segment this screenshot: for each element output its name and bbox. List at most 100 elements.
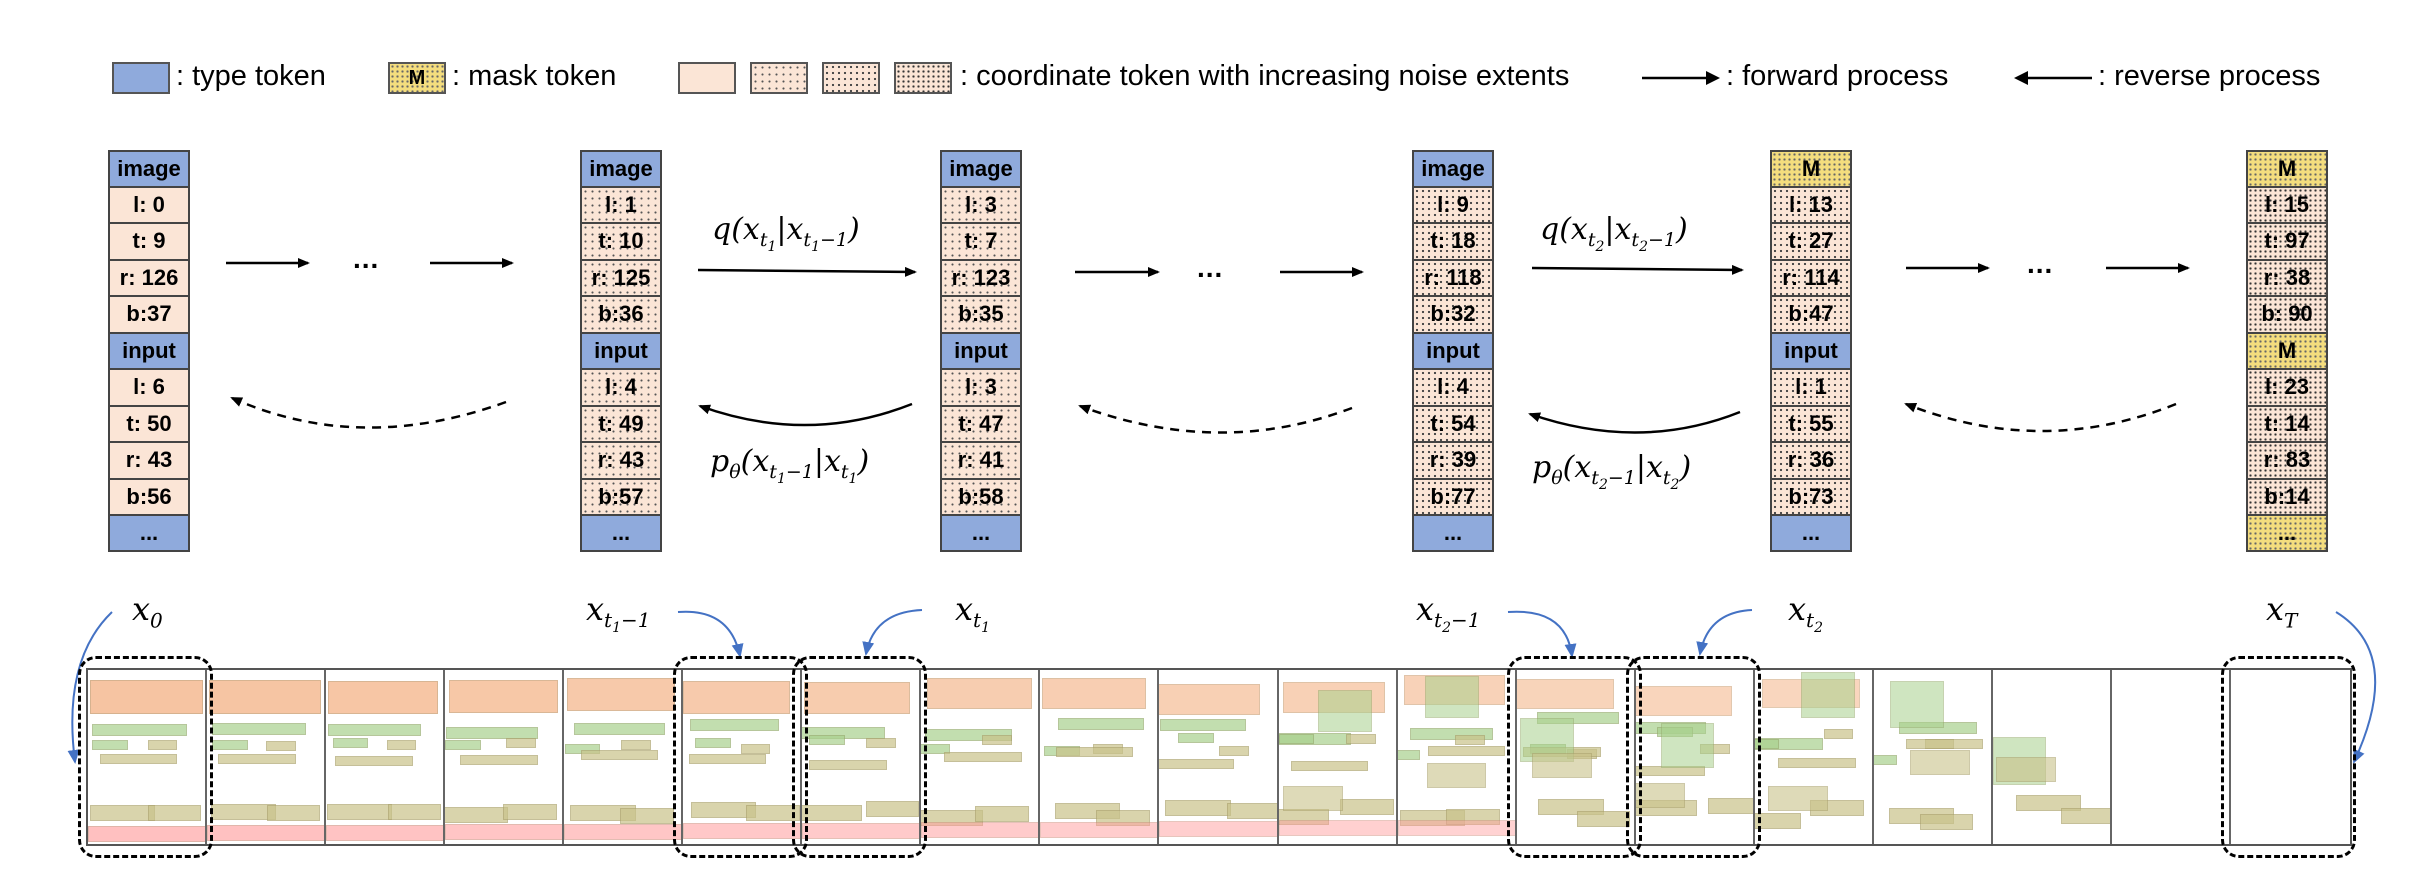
coordinate-token: b:36 <box>580 296 662 333</box>
coordinate-token: b:32 <box>1412 296 1494 333</box>
coordinate-token: b:57 <box>580 478 662 515</box>
layout-box <box>326 824 444 841</box>
layout-box <box>802 822 920 839</box>
layout-box <box>506 737 537 748</box>
layout-box <box>1516 679 1615 710</box>
coordinate-token: l: 3 <box>940 369 1022 406</box>
layout-box <box>944 751 1022 762</box>
layout-box <box>975 805 1029 822</box>
type-token: input <box>1412 332 1494 369</box>
coordinate-token: l: 0 <box>108 186 190 223</box>
layout-box <box>921 822 1039 839</box>
mask-token: M <box>2246 332 2328 369</box>
layout-box <box>1446 809 1500 826</box>
coordinate-token: t: 18 <box>1412 223 1494 260</box>
layout-box <box>1426 762 1487 788</box>
layout-box <box>1660 723 1715 768</box>
layout-box <box>92 724 188 736</box>
legend-coord-swatch-2 <box>822 62 880 94</box>
layout-box <box>809 759 887 770</box>
layout-box <box>1397 819 1515 836</box>
layout-box <box>2060 808 2110 825</box>
coordinate-token: l: 1 <box>580 186 662 223</box>
legend-type-label: : type token <box>176 60 326 92</box>
layout-box <box>446 726 539 739</box>
coordinate-token: b:77 <box>1412 478 1494 515</box>
coordinate-token: t: 50 <box>108 405 190 442</box>
layout-box <box>212 740 248 751</box>
ellipsis-forward-2: ... <box>1197 252 1224 283</box>
layout-box <box>100 754 178 764</box>
layout-box <box>445 824 563 841</box>
blue-link-arrow <box>1507 610 1577 658</box>
coordinate-token: r: 38 <box>2246 259 2328 296</box>
layout-box <box>460 754 538 765</box>
label-xt1: xt1 <box>955 590 991 637</box>
coordinate-token: r: 126 <box>108 259 190 296</box>
legend-reverse-label: : reverse process <box>2098 60 2321 92</box>
layout-box <box>1873 754 1898 765</box>
layout-box <box>1041 677 1146 709</box>
layout-frame <box>326 670 446 844</box>
token-stack-xt1-minus-1: image l: 1 t: 10 r: 125 b:36 input l: 4 t: 49 r:… <box>580 150 662 552</box>
coordinate-token: t: 54 <box>1412 405 1494 442</box>
layout-box <box>1160 718 1246 731</box>
layout-box <box>1159 821 1277 837</box>
coordinate-token: r: 123 <box>940 259 1022 296</box>
coordinate-token: b:37 <box>108 296 190 333</box>
ellipsis-token: ... <box>108 515 190 552</box>
layout-box <box>1040 821 1158 838</box>
coordinate-token: l: 1 <box>1770 369 1852 406</box>
coordinate-token: t: 97 <box>2246 223 2328 260</box>
equation-q2: q(xt2|xt2−1) <box>1540 212 1688 255</box>
layout-box <box>566 678 676 711</box>
coordinate-token: l: 4 <box>580 369 662 406</box>
layout-box <box>564 823 682 840</box>
coordinate-token: r: 36 <box>1770 442 1852 479</box>
layout-frame <box>683 670 803 844</box>
highlight-dashed-box <box>2220 656 2356 858</box>
layout-box <box>2015 794 2082 811</box>
layout-box <box>1823 728 1854 739</box>
layout-box <box>445 740 481 751</box>
layout-frame <box>1040 670 1160 844</box>
layout-frame <box>445 670 565 844</box>
layout-box <box>804 682 911 715</box>
layout-box <box>683 681 791 714</box>
layout-box <box>1754 813 1801 830</box>
layout-box <box>1278 820 1396 837</box>
blue-link-arrow <box>1696 609 1753 656</box>
layout-box <box>1889 680 1944 728</box>
ellipsis-forward-1: ... <box>353 243 380 274</box>
layout-box <box>621 740 651 751</box>
label-xt1-minus-1: xt1−1 <box>586 590 651 637</box>
layout-box <box>92 740 128 750</box>
layout-box <box>212 723 307 735</box>
coordinate-token: t: 49 <box>580 405 662 442</box>
coordinate-token: b:35 <box>940 296 1022 333</box>
coordinate-token: t: 55 <box>1770 405 1852 442</box>
layout-frame <box>1159 670 1279 844</box>
blue-link-arrow <box>862 609 923 656</box>
type-token: image <box>580 150 662 187</box>
layout-box <box>1159 683 1261 715</box>
reverse-arrow <box>698 402 913 427</box>
layout-frame <box>1754 670 1874 844</box>
layout-box <box>1754 738 1779 749</box>
layout-box <box>448 679 559 713</box>
layout-box <box>683 823 801 840</box>
ellipsis-token: ... <box>580 515 662 552</box>
type-token: image <box>940 150 1022 187</box>
layout-box <box>1340 799 1394 816</box>
layout-box <box>335 755 413 766</box>
reverse-dashed-arrow <box>230 396 507 429</box>
legend-coord-swatch-0 <box>678 62 736 94</box>
coordinate-token: r: 41 <box>940 442 1022 479</box>
layout-box <box>1801 672 1856 718</box>
coordinate-token: l: 9 <box>1412 186 1494 223</box>
layout-box <box>1576 810 1631 827</box>
coordinate-token: r: 43 <box>108 442 190 479</box>
label-xt2-minus-1: xt2−1 <box>1416 590 1481 637</box>
coordinate-token: l: 3 <box>940 186 1022 223</box>
